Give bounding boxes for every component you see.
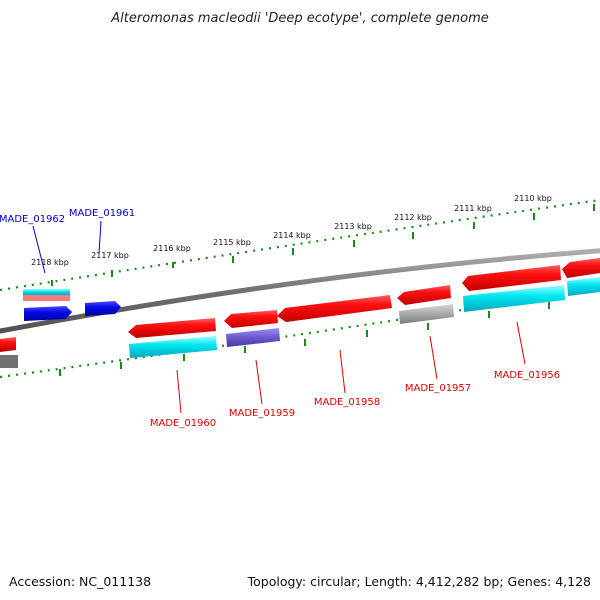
gene-label-made-01958[interactable]: MADE_01958 xyxy=(314,397,380,408)
gene-arrow-made-01959[interactable] xyxy=(224,310,278,328)
accession-text: Accession: NC_011138 xyxy=(9,574,151,589)
gene-arrow-made-01956[interactable] xyxy=(462,265,561,291)
tick-label-2111: 2111 kbp xyxy=(454,204,492,213)
tick-label-2114: 2114 kbp xyxy=(273,231,311,240)
outer-tick-ring xyxy=(0,198,600,292)
leader-line-made-01958 xyxy=(339,349,346,394)
gene-arrow-made-01960[interactable] xyxy=(128,318,216,338)
leader-line-made-01961 xyxy=(98,220,102,255)
gene-arrow-made-01955[interactable] xyxy=(562,258,600,278)
tick-label-2118: 2118 kbp xyxy=(31,258,69,267)
pink-feature-2118 xyxy=(23,295,70,301)
gene-label-made-01956[interactable]: MADE_01956 xyxy=(494,370,560,381)
tick-label-2113: 2113 kbp xyxy=(334,222,372,231)
cyan-feature-made-01960 xyxy=(129,336,217,358)
tick-label-2116: 2116 kbp xyxy=(153,244,191,253)
gene-arrow-made-01957[interactable] xyxy=(397,285,451,305)
map-title: Alteromonas macleodii 'Deep ecotype', co… xyxy=(110,11,488,26)
gene-arrow-left-edge[interactable] xyxy=(0,337,16,352)
grey-feature-made-01957 xyxy=(399,304,454,324)
genome-backbone xyxy=(0,248,600,334)
gene-arrow-made-01958[interactable] xyxy=(277,295,392,322)
gene-label-made-01962[interactable]: MADE_01962 xyxy=(0,214,65,225)
leader-line-made-01960 xyxy=(176,369,182,414)
tick-label-2115: 2115 kbp xyxy=(213,238,251,247)
cyan-feature-right-edge xyxy=(567,277,600,296)
gene-arrow-made-01961[interactable] xyxy=(85,301,121,316)
cyan-feature-made-01956 xyxy=(463,285,565,312)
genome-summary-text: Topology: circular; Length: 4,412,282 bp… xyxy=(247,574,591,589)
leader-line-made-01957 xyxy=(429,335,438,380)
grey-feature-left-edge xyxy=(0,355,18,368)
leader-line-made-01956 xyxy=(516,321,526,365)
leader-line-made-01962 xyxy=(32,225,46,274)
gene-label-made-01961[interactable]: MADE_01961 xyxy=(69,208,135,219)
tick-label-2110: 2110 kbp xyxy=(514,194,552,203)
gene-label-made-01957[interactable]: MADE_01957 xyxy=(405,383,471,394)
tick-label-2117: 2117 kbp xyxy=(91,251,129,260)
gene-label-made-01959[interactable]: MADE_01959 xyxy=(229,408,295,419)
cyan-feature-2118 xyxy=(23,289,70,295)
tick-label-2112: 2112 kbp xyxy=(394,213,432,222)
leader-line-made-01959 xyxy=(255,359,263,405)
gene-label-made-01960[interactable]: MADE_01960 xyxy=(150,418,216,429)
purple-feature-made-01959 xyxy=(226,328,280,347)
outer-dotted-ring xyxy=(0,198,600,292)
gene-arrow-made-01962[interactable] xyxy=(24,306,72,321)
